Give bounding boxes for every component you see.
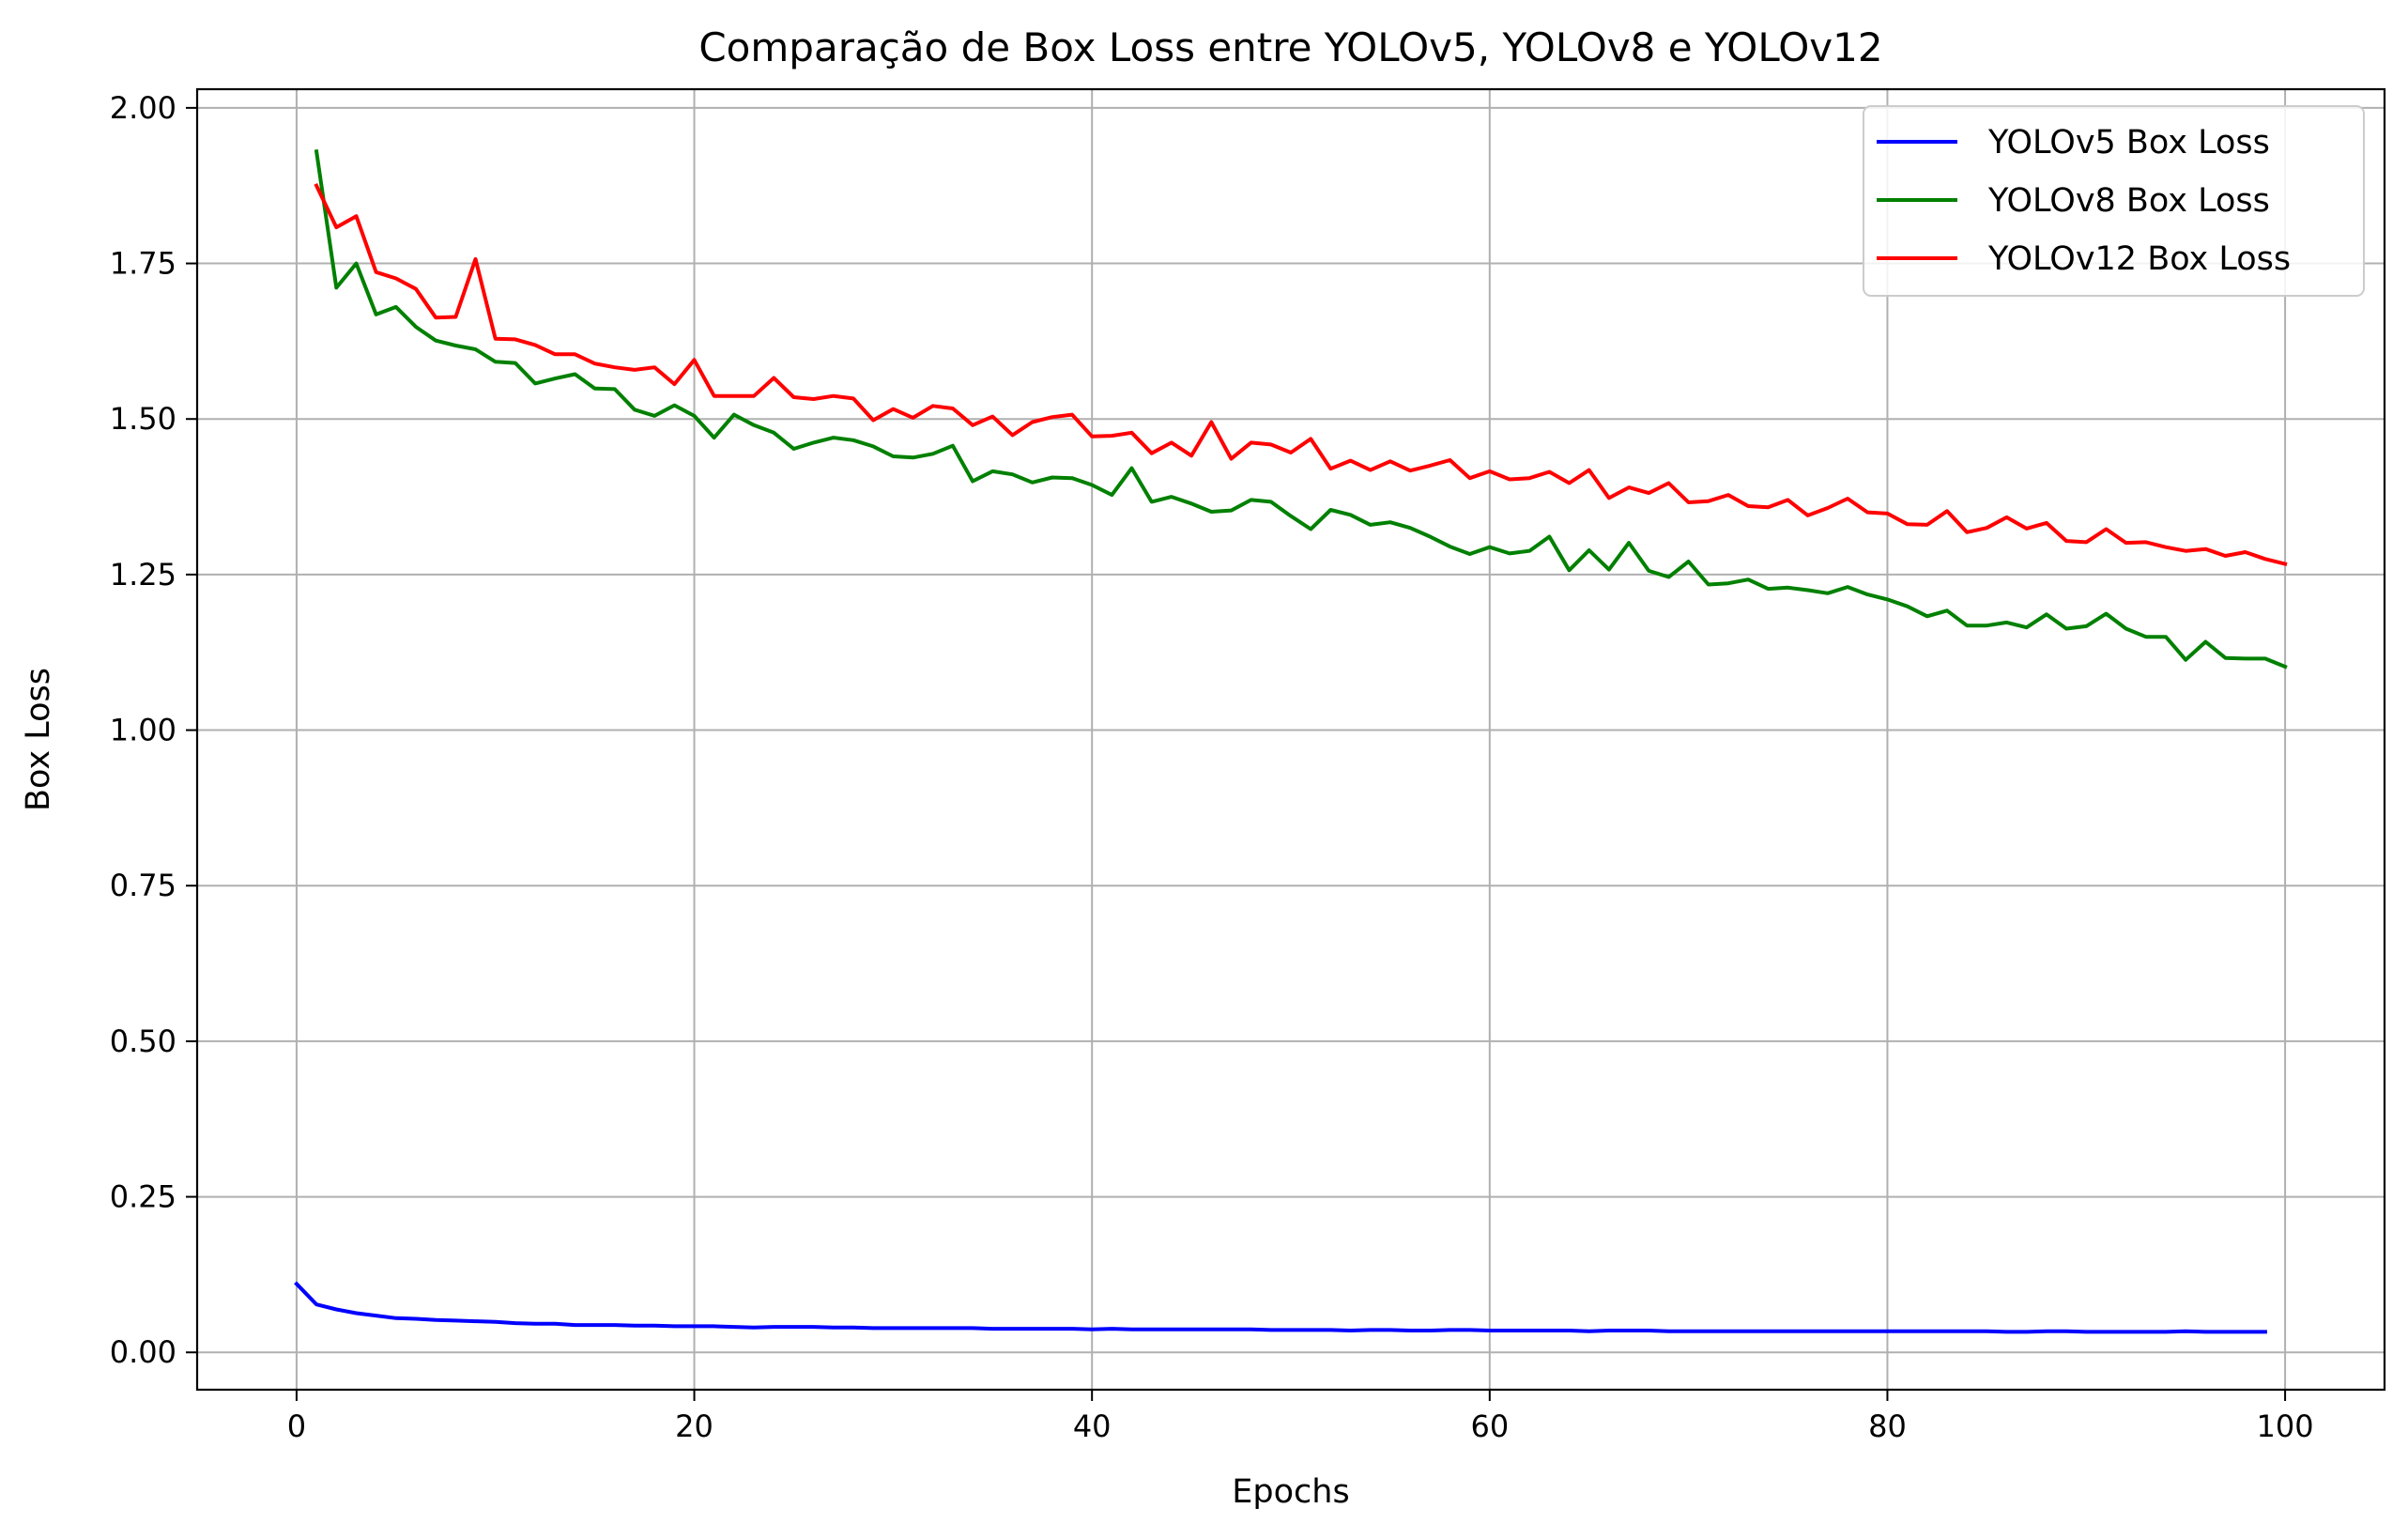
legend-label: YOLOv12 Box Loss [1987, 240, 2291, 278]
x-tick-label: 40 [1073, 1408, 1112, 1444]
y-tick-label: 1.00 [110, 713, 176, 748]
x-tick-label: 100 [2257, 1408, 2314, 1444]
y-tick-label: 1.50 [110, 401, 176, 437]
x-axis-label: Epochs [1232, 1473, 1349, 1511]
x-tick-label: 0 [287, 1408, 306, 1444]
series-line-1 [294, 1281, 2267, 1334]
legend-label: YOLOv8 Box Loss [1987, 182, 2270, 220]
legend: YOLOv5 Box Loss YOLOv8 Box Loss YOLOv12 Bo… [1863, 105, 2365, 297]
series-line-3 [314, 183, 2288, 567]
x-tick-label: 20 [675, 1408, 713, 1444]
y-tick-label: 1.25 [110, 557, 176, 593]
y-tick-label: 0.50 [110, 1023, 176, 1059]
y-tick-label: 2.00 [110, 90, 176, 126]
legend-box [1863, 105, 2365, 297]
y-tick-label: 1.75 [110, 246, 176, 282]
legend-label: YOLOv5 Box Loss [1987, 124, 2270, 162]
y-tick-label: 0.25 [110, 1179, 176, 1215]
y-axis-label: Box Loss [20, 668, 57, 811]
x-tick-label: 80 [1868, 1408, 1907, 1444]
series-line-2 [314, 149, 2288, 669]
x-tick-label: 60 [1470, 1408, 1509, 1444]
plot-frame [195, 87, 2386, 1392]
series-lines [294, 149, 2288, 1334]
y-tick-label: 0.75 [110, 868, 176, 903]
axis-ticks: 0 20 40 60 80 100 0.00 0.25 0.50 0.75 1.00 1.25 1.50… [110, 90, 2314, 1444]
grid [197, 89, 2385, 1390]
y-tick-label: 0.00 [110, 1334, 176, 1370]
chart-title: Comparação de Box Loss entre YOLOv5, YOL… [698, 24, 1882, 70]
